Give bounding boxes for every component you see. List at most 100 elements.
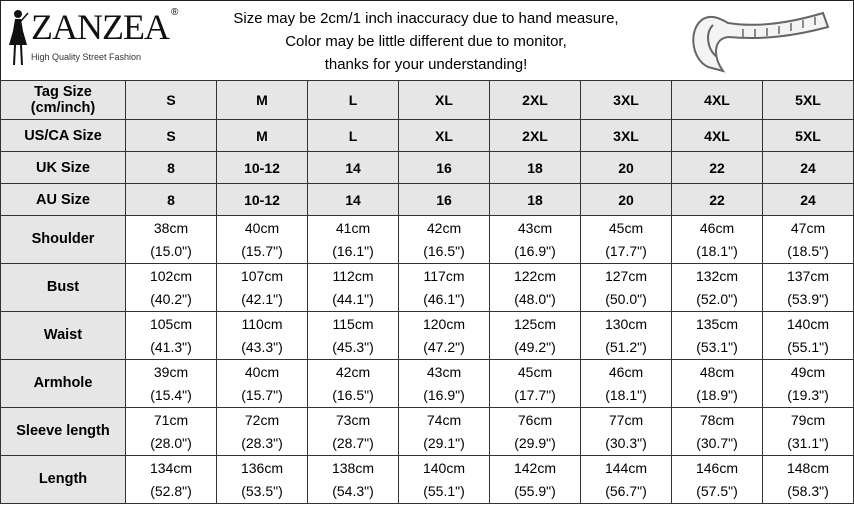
measurement-cell: 107cm (42.1") (216, 263, 308, 312)
cm-value: 138cm (331, 459, 375, 476)
inch-value: (45.3") (332, 338, 374, 355)
inch-value: (28.7") (332, 434, 374, 451)
inch-value: (19.3") (787, 386, 829, 403)
cm-value: 132cm (695, 267, 739, 284)
cm-value: 125cm (513, 315, 557, 332)
measurement-row: Waist 105cm (41.3") 110cm (43.3") 115cm (45.3"… (0, 311, 854, 360)
cm-value: 148cm (786, 459, 830, 476)
measurement-cell: 127cm (50.0") (580, 263, 672, 312)
row-label-line: US/CA Size (24, 127, 102, 144)
inch-value: (17.7") (605, 242, 647, 259)
cm-value: 137cm (786, 267, 830, 284)
measurement-cell: 125cm (49.2") (489, 311, 581, 360)
cm-value: 112cm (332, 267, 374, 284)
size-cell: S (125, 80, 217, 120)
row-label: Armhole (0, 359, 126, 408)
measurement-cell: 135cm (53.1") (671, 311, 763, 360)
measurement-cell: 48cm (18.9") (671, 359, 763, 408)
inch-value: (44.1") (332, 290, 374, 307)
cm-value: 41cm (335, 219, 371, 236)
cm-value: 115cm (332, 315, 374, 332)
cm-value: 76cm (517, 411, 553, 428)
inch-value: (50.0") (605, 290, 647, 307)
size-cell: XL (398, 119, 490, 152)
size-cell: 22 (671, 183, 763, 216)
measurement-cell: 77cm (30.3") (580, 407, 672, 456)
cm-value: 142cm (513, 459, 557, 476)
inch-value: (54.3") (332, 482, 374, 499)
brand-text: ZANZEA ® High Quality Street Fashion (31, 7, 178, 63)
inch-value: (46.1") (423, 290, 465, 307)
inch-value: (30.7") (696, 434, 738, 451)
measurement-row: Sleeve length 71cm (28.0") 72cm (28.3") 73cm (… (0, 407, 854, 456)
size-cell: XL (398, 80, 490, 120)
size-row: Tag Size (cm/inch) S M L XL 2XL 3XL 4XL 5XL (0, 80, 854, 120)
cm-value: 73cm (335, 411, 371, 428)
measurement-cell: 42cm (16.5") (307, 359, 399, 408)
cm-value: 144cm (604, 459, 648, 476)
cm-value: 38cm (153, 219, 189, 236)
measurement-cell: 49cm (19.3") (762, 359, 854, 408)
inch-value: (30.3") (605, 434, 647, 451)
row-label-line: AU Size (36, 191, 90, 208)
inch-value: (53.9") (787, 290, 829, 307)
row-label: UK Size (0, 151, 126, 184)
cm-value: 45cm (517, 363, 553, 380)
size-cell: 20 (580, 151, 672, 184)
measurement-cell: 43cm (16.9") (398, 359, 490, 408)
size-row: AU Size 8 10-12 14 16 18 20 22 24 (0, 183, 854, 216)
size-chart-table: Tag Size (cm/inch) S M L XL 2XL 3XL 4XL 5XL US/CA … (0, 80, 854, 504)
size-cell: 24 (762, 183, 854, 216)
measurement-cell: 71cm (28.0") (125, 407, 217, 456)
measurement-cell: 148cm (58.3") (762, 455, 854, 504)
inch-value: (52.8") (150, 482, 192, 499)
measurement-cell: 102cm (40.2") (125, 263, 217, 312)
cm-value: 71cm (153, 411, 189, 428)
measurement-cell: 40cm (15.7") (216, 359, 308, 408)
cm-value: 102cm (149, 267, 193, 284)
measurement-cell: 132cm (52.0") (671, 263, 763, 312)
size-cell: 4XL (671, 119, 763, 152)
cm-value: 110cm (241, 315, 283, 332)
cm-value: 107cm (240, 267, 284, 284)
woman-silhouette-icon (9, 10, 29, 66)
size-cell: 14 (307, 151, 399, 184)
row-label: Shoulder (0, 215, 126, 264)
cm-value: 140cm (422, 459, 466, 476)
measurement-cell: 45cm (17.7") (489, 359, 581, 408)
measurement-cell: 144cm (56.7") (580, 455, 672, 504)
inch-value: (16.9") (423, 386, 465, 403)
cm-value: 42cm (335, 363, 371, 380)
inch-value: (55.1") (423, 482, 465, 499)
measurement-cell: 72cm (28.3") (216, 407, 308, 456)
inch-value: (18.5") (787, 242, 829, 259)
measurement-cell: 112cm (44.1") (307, 263, 399, 312)
size-cell: 18 (489, 151, 581, 184)
measurement-cell: 78cm (30.7") (671, 407, 763, 456)
measurement-cell: 140cm (55.1") (762, 311, 854, 360)
inch-value: (16.1") (332, 242, 374, 259)
inch-value: (51.2") (605, 338, 647, 355)
size-cell: 20 (580, 183, 672, 216)
measurement-cell: 73cm (28.7") (307, 407, 399, 456)
cm-value: 77cm (608, 411, 644, 428)
measurement-cell: 130cm (51.2") (580, 311, 672, 360)
notice-line: Color may be little different due to mon… (285, 33, 567, 50)
cm-value: 40cm (244, 363, 280, 380)
chart-header: ZANZEA ® High Quality Street Fashion Siz… (0, 0, 854, 80)
cm-value: 140cm (786, 315, 830, 332)
cm-value: 42cm (426, 219, 462, 236)
size-cell: 8 (125, 183, 217, 216)
size-cell: 2XL (489, 119, 581, 152)
cm-value: 49cm (790, 363, 826, 380)
row-label: US/CA Size (0, 119, 126, 152)
cm-value: 72cm (244, 411, 280, 428)
row-label-line: (cm/inch) (30, 100, 96, 116)
size-cell: 16 (398, 183, 490, 216)
inch-value: (31.1") (787, 434, 829, 451)
cm-value: 130cm (604, 315, 648, 332)
measurement-cell: 146cm (57.5") (671, 455, 763, 504)
cm-value: 79cm (790, 411, 826, 428)
inch-value: (18.1") (696, 242, 738, 259)
measurement-cell: 42cm (16.5") (398, 215, 490, 264)
